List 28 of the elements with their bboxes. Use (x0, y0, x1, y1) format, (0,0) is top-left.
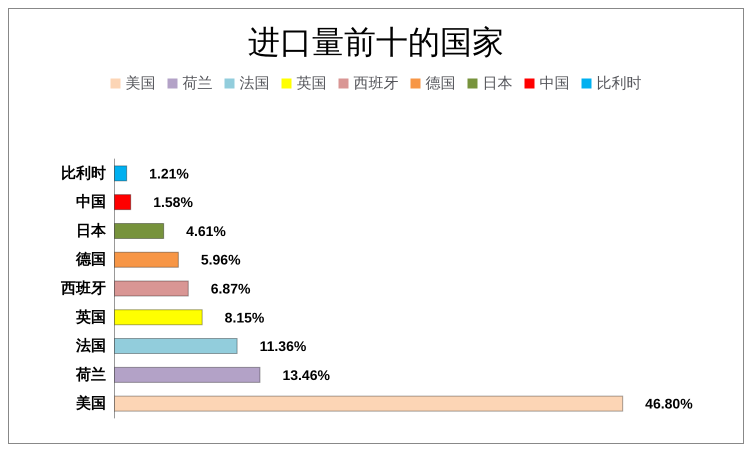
data-label: 1.58% (153, 194, 194, 210)
y-tick-label: 西班牙 (60, 280, 106, 297)
y-tick-label: 德国 (75, 251, 106, 268)
y-tick-label: 美国 (75, 394, 106, 412)
legend-label: 美国 (126, 75, 156, 92)
data-label: 6.87% (210, 280, 251, 296)
legend-label: 中国 (540, 75, 570, 92)
y-tick-label: 英国 (75, 308, 106, 326)
data-label: 46.80% (645, 396, 694, 412)
data-label: 5.96% (200, 252, 242, 268)
chart-title: 进口量前十的国家 (248, 23, 504, 61)
y-tick-label: 法国 (75, 338, 106, 355)
data-label: 1.21% (149, 165, 190, 182)
legend-label: 日本 (482, 75, 512, 92)
data-label: 11.36% (260, 338, 307, 354)
legend-label: 法国 (240, 75, 270, 92)
y-tick-label: 日本 (76, 222, 107, 240)
legend-label: 德国 (426, 75, 456, 92)
y-tick-label: 荷兰 (75, 366, 106, 384)
legend-label: 荷兰 (182, 75, 212, 92)
legend-label: 西班牙 (354, 75, 398, 92)
y-tick-label: 中国 (76, 194, 106, 211)
legend-label: 比利时 (596, 75, 642, 92)
y-tick-label: 比利时 (61, 164, 106, 182)
data-label: 4.61% (186, 222, 226, 239)
data-label: 13.46% (282, 366, 330, 383)
data-label: 8.15% (224, 309, 265, 326)
legend-label: 英国 (296, 75, 326, 92)
